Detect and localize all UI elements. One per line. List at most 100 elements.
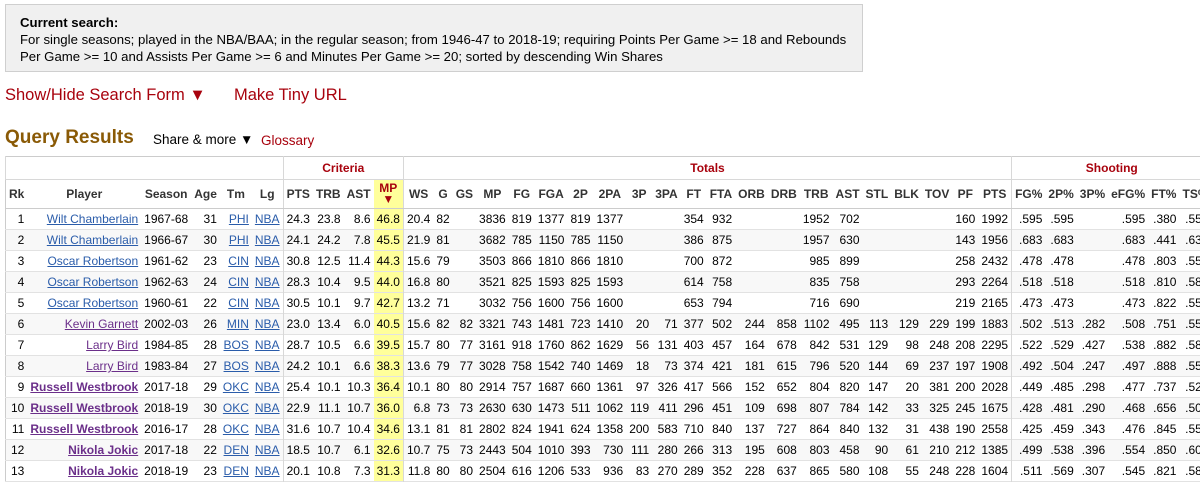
col-header-g-11[interactable]: G (433, 179, 453, 209)
cell-2p: 866 (570, 254, 591, 268)
col-header-fg-14[interactable]: FG (508, 179, 535, 209)
col-header-2p-32[interactable]: 2P% (1045, 179, 1077, 209)
col-header-mp-13[interactable]: MP (476, 179, 509, 209)
cell-pts: 30.8 (286, 254, 310, 268)
cell-rk: 6 (17, 317, 25, 331)
league-link[interactable]: NBA (254, 401, 280, 415)
col-header-2p-16[interactable]: 2P (567, 179, 594, 209)
col-header-ts-36[interactable]: TS% (1179, 179, 1200, 209)
col-header-2pa-17[interactable]: 2PA (593, 179, 627, 209)
league-link[interactable]: NBA (254, 317, 280, 331)
league-link[interactable]: NBA (254, 422, 280, 436)
col-header-ft-20[interactable]: FT (680, 179, 707, 209)
team-link[interactable]: DEN (223, 443, 249, 457)
cell-drb: 608 (776, 443, 797, 457)
col-header-pts-6[interactable]: PTS (283, 179, 313, 209)
col-header-tov-28[interactable]: TOV (921, 179, 953, 209)
col-header-fg-31[interactable]: FG% (1011, 179, 1046, 209)
league-link[interactable]: NBA (254, 254, 280, 268)
col-header-stl-26[interactable]: STL (862, 179, 892, 209)
col-header-trb-24[interactable]: TRB (799, 179, 833, 209)
cell-3p (1077, 230, 1108, 251)
col-header-ast-8[interactable]: AST (343, 179, 374, 209)
cell-stl: 108 (868, 464, 889, 478)
col-header-drb-23[interactable]: DRB (767, 179, 800, 209)
col-header-season-2[interactable]: Season (141, 179, 192, 209)
player-link[interactable]: Russell Westbrook (30, 401, 139, 415)
col-header-ft-35[interactable]: FT% (1148, 179, 1180, 209)
player-link[interactable]: Larry Bird (86, 338, 139, 352)
col-header-gs-12[interactable]: GS (452, 179, 477, 209)
col-header-ws-10[interactable]: WS (403, 179, 434, 209)
col-header-efg-34[interactable]: eFG% (1108, 179, 1149, 209)
league-link[interactable]: NBA (254, 443, 280, 457)
cell-rk: 8 (17, 359, 25, 373)
team-link[interactable]: PHI (228, 233, 249, 247)
player-link[interactable]: Wilt Chamberlain (46, 212, 139, 226)
team-link[interactable]: CIN (228, 296, 249, 310)
col-header-mp-9[interactable]: MP ▼ (373, 179, 404, 209)
col-header-pts-30[interactable]: PTS (978, 179, 1013, 209)
col-header-lg-5[interactable]: Lg (251, 179, 284, 209)
cell-tov (922, 272, 952, 293)
league-link[interactable]: NBA (254, 275, 280, 289)
col-header-rk-0[interactable]: Rk (5, 179, 28, 209)
team-link[interactable]: DEN (223, 464, 249, 478)
team-link[interactable]: BOS (223, 359, 249, 373)
col-header-trb-7[interactable]: TRB (312, 179, 344, 209)
col-header-3pa-19[interactable]: 3PA (652, 179, 681, 209)
col-header-orb-22[interactable]: ORB (735, 179, 768, 209)
team-link[interactable]: BOS (223, 338, 249, 352)
make-tiny-url-link[interactable]: Make Tiny URL (234, 86, 347, 104)
col-header-3p-18[interactable]: 3P (626, 179, 653, 209)
cell-orb: 181 (744, 359, 765, 373)
team-link[interactable]: OKC (222, 380, 249, 394)
league-link[interactable]: NBA (254, 464, 280, 478)
col-header-fga-15[interactable]: FGA (534, 179, 568, 209)
table-row: 9 Russell Westbrook 2017-18 29 OKC NBA 25.4 10.… (5, 376, 1200, 398)
show-hide-search-form-link[interactable]: Show/Hide Search Form ▼ (5, 86, 206, 104)
team-link[interactable]: CIN (228, 254, 249, 268)
glossary-link[interactable]: Glossary (261, 133, 315, 148)
cell-3pa: 71 (664, 317, 678, 331)
cell-ft: .882 (1153, 338, 1177, 352)
league-link[interactable]: NBA (254, 233, 280, 247)
col-header-age-3[interactable]: Age (191, 179, 220, 209)
player-link[interactable]: Wilt Chamberlain (46, 233, 139, 247)
league-link[interactable]: NBA (254, 338, 280, 352)
league-link[interactable]: NBA (254, 380, 280, 394)
league-link[interactable]: NBA (254, 296, 280, 310)
cell-efg: .478 (1121, 254, 1146, 268)
share-and-more-menu[interactable]: Share & more ▼ (153, 132, 254, 147)
team-link[interactable]: MIN (226, 317, 249, 331)
player-link[interactable]: Russell Westbrook (30, 422, 139, 436)
col-header-pf-29[interactable]: PF (952, 179, 979, 209)
cell-player: Nikola Jokic (27, 440, 141, 461)
player-link[interactable]: Larry Bird (86, 359, 139, 373)
cell-trb: 804 (809, 380, 830, 394)
team-link[interactable]: OKC (222, 401, 249, 415)
team-link[interactable]: CIN (228, 275, 249, 289)
cell-rk: 12 (10, 443, 25, 457)
col-header-blk-27[interactable]: BLK (891, 179, 922, 209)
player-link[interactable]: Oscar Robertson (47, 296, 139, 310)
cell-trb: 10.1 (317, 296, 341, 310)
player-link[interactable]: Oscar Robertson (47, 275, 139, 289)
cell-pts: 1385 (978, 439, 1013, 461)
cell-tm: DEN (220, 440, 252, 461)
col-header-3p-33[interactable]: 3P% (1076, 179, 1109, 209)
player-link[interactable]: Russell Westbrook (30, 380, 139, 394)
league-link[interactable]: NBA (254, 359, 280, 373)
player-link[interactable]: Kevin Garnett (64, 317, 139, 331)
team-link[interactable]: OKC (222, 422, 249, 436)
player-link[interactable]: Nikola Jokic (68, 464, 139, 478)
team-link[interactable]: PHI (228, 212, 249, 226)
col-header-tm-4[interactable]: Tm (219, 179, 252, 209)
cell-efg: .595 (1121, 212, 1146, 226)
player-link[interactable]: Nikola Jokic (68, 443, 139, 457)
col-header-fta-21[interactable]: FTA (706, 179, 736, 209)
league-link[interactable]: NBA (254, 212, 280, 226)
player-link[interactable]: Oscar Robertson (47, 254, 139, 268)
col-header-ast-25[interactable]: AST (832, 179, 863, 209)
col-header-player-1[interactable]: Player (27, 179, 142, 209)
